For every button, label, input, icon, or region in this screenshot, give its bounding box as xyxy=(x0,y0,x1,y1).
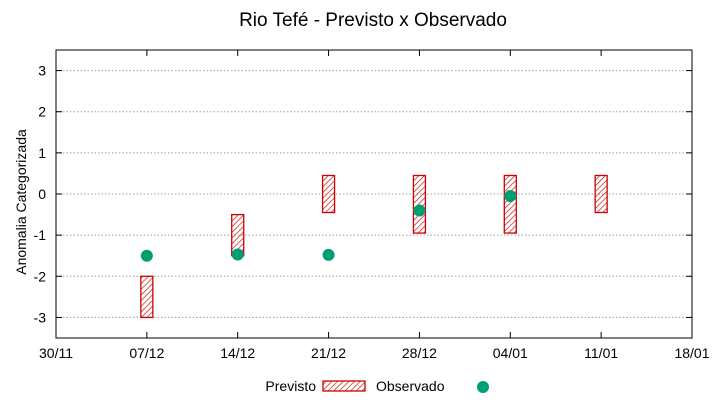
previsto-bar xyxy=(140,275,154,319)
y-tick-label: -1 xyxy=(34,227,47,243)
x-tick-label: 30/11 xyxy=(39,345,73,361)
observado-point xyxy=(413,204,426,217)
y-axis-ticks: -3 -2 -1 0 1 2 3 xyxy=(34,63,692,325)
y-tick-label: 1 xyxy=(38,145,46,161)
y-axis-label: Anomalia Categorizada xyxy=(13,129,29,275)
legend-swatch-previsto xyxy=(322,380,366,392)
y-tick-label: -2 xyxy=(34,268,47,284)
previsto-bar xyxy=(503,174,517,234)
x-tick-label: 11/01 xyxy=(584,345,618,361)
plot-frame xyxy=(55,49,693,339)
y-tick-label: 0 xyxy=(38,186,46,202)
observado-point xyxy=(140,249,153,262)
previsto-bar xyxy=(412,174,427,234)
y-tick-label: 2 xyxy=(38,104,46,120)
chart-marks xyxy=(140,174,608,319)
x-tick-label: 28/12 xyxy=(402,345,437,361)
observado-point xyxy=(231,248,244,261)
previsto-bar xyxy=(594,174,608,214)
legend-swatch-observado xyxy=(477,381,489,393)
chart-title: Rio Tefé - Previsto x Observado xyxy=(239,10,507,31)
observado-point xyxy=(504,190,517,203)
legend-label-observado: Observado xyxy=(376,378,445,394)
x-tick-label: 21/12 xyxy=(311,345,346,361)
legend: Previsto Observado xyxy=(265,378,489,394)
x-tick-label: 04/01 xyxy=(493,345,528,361)
observado-point xyxy=(322,248,335,261)
x-tick-label: 18/01 xyxy=(674,345,709,361)
x-axis-ticks: 30/11 07/12 14/12 21/12 28/12 04/01 11/01 18/01 xyxy=(39,50,710,361)
legend-label-previsto: Previsto xyxy=(265,378,316,394)
gridlines xyxy=(56,70,692,318)
y-tick-label: -3 xyxy=(34,309,47,325)
x-tick-label: 14/12 xyxy=(220,345,255,361)
x-tick-label: 07/12 xyxy=(129,345,164,361)
previsto-bar xyxy=(321,174,336,214)
y-tick-label: 3 xyxy=(38,63,46,79)
